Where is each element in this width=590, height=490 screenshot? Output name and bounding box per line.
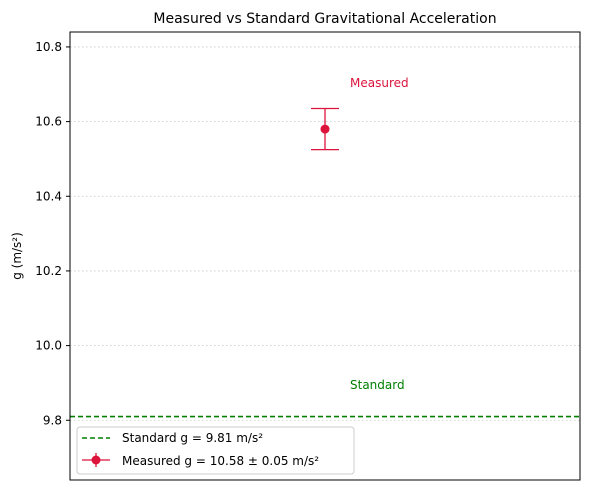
y-tick-label: 10.2 [35,264,62,278]
measured-point [320,124,330,134]
legend-frame [76,426,355,475]
y-tick-label: 10.6 [35,115,62,129]
y-axis-label: g (m/s²) [10,232,24,280]
y-tick-label: 10.4 [35,189,62,203]
standard-annotation: Standard [350,378,405,392]
y-tick-label: 10.8 [35,40,62,54]
legend-measured-label: Measured g = 10.58 ± 0.05 m/s² [122,454,319,468]
legend-measured-swatch [82,453,110,467]
chart-title: Measured vs Standard Gravitational Accel… [153,11,496,27]
legend-standard-label: Standard g = 9.81 m/s² [122,431,263,445]
measured-annotation: Measured [350,76,409,90]
legend: Standard g = 9.81 m/s² Measured g = 10.5… [76,426,355,475]
plot-frame [69,31,581,481]
y-tick-label: 10.0 [35,339,62,353]
y-tick-label: 9.8 [43,413,62,427]
